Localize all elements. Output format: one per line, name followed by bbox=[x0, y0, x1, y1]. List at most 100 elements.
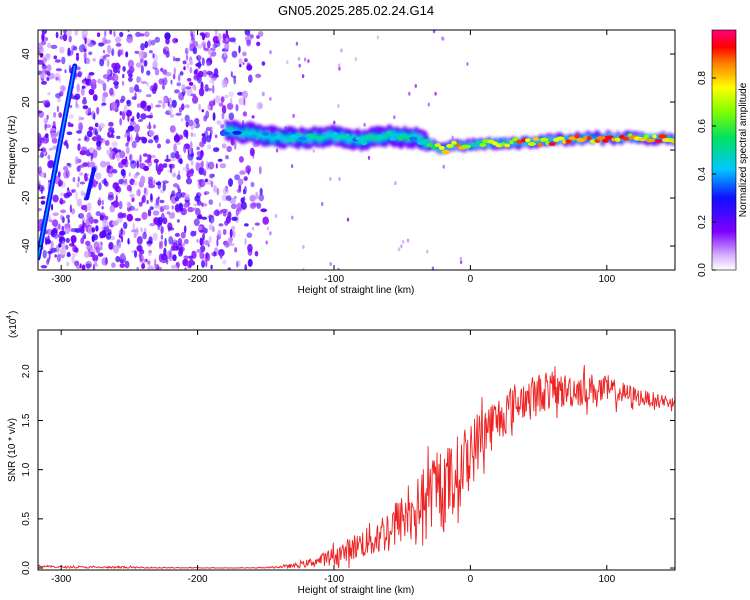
noise-speckle bbox=[176, 219, 180, 223]
noise-speckle bbox=[140, 100, 147, 108]
noise-speckle bbox=[96, 126, 101, 133]
noise-speckle bbox=[238, 97, 244, 106]
noise-speckle bbox=[101, 102, 107, 106]
noise-speckle bbox=[59, 35, 64, 40]
noise-speckle bbox=[157, 216, 163, 226]
ridge-peak bbox=[364, 134, 372, 139]
noise-speckle bbox=[77, 143, 81, 151]
noise-speckle bbox=[165, 138, 170, 144]
noise-speckle bbox=[185, 54, 189, 61]
noise-speckle bbox=[195, 62, 202, 67]
noise-speckle bbox=[170, 264, 178, 269]
noise-speckle bbox=[108, 121, 114, 127]
noise-speckle bbox=[59, 248, 67, 255]
snr-frame bbox=[37, 329, 676, 571]
ridge-peak bbox=[298, 136, 307, 141]
noise-speckle bbox=[157, 196, 160, 200]
snr-series-line bbox=[38, 364, 675, 570]
noise-speckle bbox=[57, 171, 61, 178]
snr-x-axis: -300 -200 -100 0 100 bbox=[51, 330, 616, 585]
noise-speckle bbox=[101, 229, 107, 238]
noise-speckle bbox=[238, 58, 243, 65]
noise-speckle bbox=[266, 226, 270, 231]
noise-speckle bbox=[128, 66, 135, 74]
noise-speckle bbox=[193, 74, 200, 80]
noise-speckle bbox=[298, 63, 301, 68]
ridge-peak bbox=[461, 144, 472, 149]
noise-speckle bbox=[171, 99, 177, 108]
noise-speckle bbox=[52, 120, 56, 127]
noise-speckle bbox=[205, 259, 208, 268]
noise-speckle bbox=[111, 262, 116, 268]
noise-speckle bbox=[329, 176, 332, 181]
noise-speckle bbox=[307, 59, 310, 64]
noise-speckle bbox=[188, 147, 192, 155]
noise-speckle bbox=[99, 160, 107, 168]
noise-speckle bbox=[139, 154, 142, 164]
noise-speckle bbox=[169, 248, 172, 258]
noise-speckle bbox=[427, 102, 430, 107]
noise-speckle bbox=[72, 46, 78, 51]
noise-speckle bbox=[194, 230, 197, 236]
noise-speckle bbox=[233, 141, 237, 150]
noise-speckle bbox=[99, 122, 105, 129]
noise-speckle bbox=[104, 39, 111, 44]
noise-speckle bbox=[91, 136, 99, 142]
x-tick-label: 0 bbox=[468, 274, 474, 285]
noise-speckle bbox=[136, 160, 139, 169]
noise-speckle bbox=[64, 139, 68, 145]
noise-speckle bbox=[92, 94, 98, 102]
noise-speckle bbox=[192, 30, 195, 36]
noise-speckle bbox=[175, 132, 178, 138]
noise-speckle bbox=[126, 129, 130, 133]
noise-speckle bbox=[204, 84, 209, 92]
noise-speckle bbox=[234, 247, 238, 253]
noise-speckle bbox=[244, 238, 247, 245]
noise-speckle bbox=[209, 173, 214, 179]
noise-speckle bbox=[140, 227, 143, 233]
noise-speckle bbox=[199, 150, 204, 158]
noise-speckle bbox=[153, 158, 159, 164]
ridge-peak bbox=[398, 136, 404, 141]
noise-speckle bbox=[60, 209, 67, 214]
noise-speckle bbox=[354, 57, 357, 62]
noise-speckle bbox=[157, 143, 161, 149]
noise-speckle bbox=[146, 199, 149, 205]
noise-speckle bbox=[125, 51, 129, 58]
noise-speckle bbox=[121, 80, 125, 86]
noise-speckle bbox=[38, 184, 45, 192]
noise-speckle bbox=[140, 64, 144, 74]
noise-speckle bbox=[451, 135, 454, 140]
noise-speckle bbox=[185, 129, 189, 139]
noise-speckle bbox=[122, 66, 126, 72]
noise-speckle bbox=[123, 221, 128, 230]
noise-speckle bbox=[170, 79, 173, 85]
snr-y-axis: 0.0 0.5 1.0 1.5 2.0 bbox=[21, 364, 675, 575]
noise-speckle bbox=[189, 258, 194, 266]
noise-speckle bbox=[290, 164, 294, 169]
noise-speckle bbox=[136, 103, 141, 108]
noise-speckle bbox=[242, 51, 247, 57]
ridge-peak bbox=[614, 137, 621, 142]
noise-speckle bbox=[265, 240, 268, 245]
noise-speckle bbox=[42, 63, 45, 67]
noise-speckle bbox=[99, 245, 103, 251]
noise-speckle bbox=[50, 247, 57, 253]
noise-speckle bbox=[258, 193, 265, 202]
noise-speckle bbox=[225, 37, 229, 44]
noise-speckle bbox=[79, 213, 84, 218]
noise-speckle bbox=[163, 97, 167, 102]
noise-speckle bbox=[69, 204, 72, 213]
noise-speckle bbox=[133, 124, 140, 133]
ridge-peak bbox=[643, 134, 650, 139]
noise-speckle bbox=[59, 46, 65, 54]
noise-speckle bbox=[244, 264, 248, 270]
ridge-peak bbox=[509, 140, 514, 145]
noise-speckle bbox=[177, 261, 180, 270]
noise-speckle bbox=[98, 42, 105, 47]
noise-speckle bbox=[400, 244, 403, 249]
snr-background bbox=[38, 330, 675, 570]
noise-speckle bbox=[196, 156, 203, 161]
noise-speckle bbox=[81, 264, 86, 270]
noise-speckle bbox=[81, 85, 86, 89]
